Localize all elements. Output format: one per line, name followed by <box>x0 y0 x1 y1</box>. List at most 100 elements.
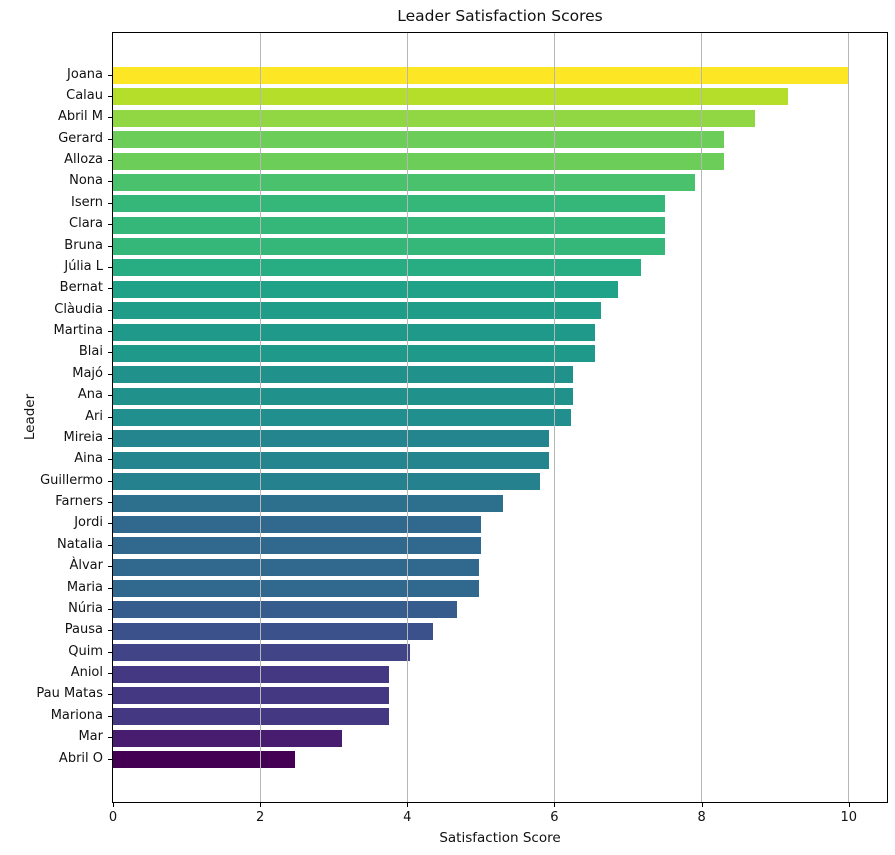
bar-majó <box>113 366 573 384</box>
y-tick-mark-8 <box>108 245 112 247</box>
y-tick-mark-30 <box>108 715 112 717</box>
x-tick-label-2: 2 <box>256 810 265 825</box>
y-tick-label-maria: Maria <box>66 579 103 595</box>
bar-aniol <box>113 665 389 683</box>
bar-bruna <box>113 238 665 255</box>
bar-alloza <box>113 152 725 170</box>
y-tick-label-gerard: Gerard <box>58 130 103 146</box>
bar-pau-matas <box>113 686 389 704</box>
y-tick-label-alloza: Alloza <box>64 152 103 167</box>
y-tick-label-calau: Calau <box>66 87 103 103</box>
x-tick-label-8: 8 <box>697 810 706 825</box>
y-tick-mark-22 <box>108 544 112 546</box>
y-tick-mark-2 <box>108 117 112 119</box>
bar-aina <box>113 451 550 469</box>
y-tick-mark-11 <box>108 309 112 311</box>
y-tick-label-abril-o: Abril O <box>58 750 103 766</box>
y-tick-mark-3 <box>108 138 112 140</box>
y-tick-mark-5 <box>108 181 112 183</box>
y-tick-mark-31 <box>108 737 112 739</box>
y-tick-label-quim: Quim <box>68 643 103 659</box>
y-tick-label-àlvar: Àlvar <box>69 558 103 574</box>
y-tick-mark-9 <box>108 266 112 268</box>
x-tick-label-4: 4 <box>403 810 412 825</box>
bar-isern <box>113 195 665 213</box>
y-tick-label-clàudia: Clàudia <box>54 301 103 317</box>
y-tick-label-pausa: Pausa <box>64 622 103 638</box>
bar-mariona <box>113 708 389 726</box>
y-tick-label-núria: Núria <box>68 600 103 616</box>
y-tick-mark-1 <box>108 95 112 97</box>
y-tick-mark-6 <box>108 202 112 204</box>
y-tick-label-blai: Blai <box>78 344 103 360</box>
y-tick-mark-23 <box>108 566 112 568</box>
bar-clàudia <box>113 302 601 320</box>
x-axis-label: Satisfaction Score <box>439 830 561 846</box>
y-tick-mark-16 <box>108 416 112 418</box>
chart-title: Leader Satisfaction Scores <box>397 7 603 25</box>
bar-gerard <box>113 131 725 149</box>
gridline-x-10 <box>848 33 850 802</box>
y-tick-label-guillermo: Guillermo <box>40 472 103 488</box>
plot-area <box>112 32 888 803</box>
bar-nona <box>113 173 695 191</box>
y-tick-label-bruna: Bruna <box>64 237 103 253</box>
bar-bernat <box>113 280 618 298</box>
x-tick-label-10: 10 <box>840 810 857 825</box>
bar-júlia-l <box>113 259 641 277</box>
y-tick-mark-21 <box>108 523 112 525</box>
y-tick-label-júlia-l: Júlia L <box>64 258 103 274</box>
x-tick-mark-0 <box>113 803 114 807</box>
bar-mar <box>113 729 342 747</box>
bar-farners <box>113 494 503 512</box>
y-tick-label-mar: Mar <box>78 729 103 745</box>
bar-abril-o <box>113 751 295 768</box>
y-tick-mark-27 <box>108 651 112 653</box>
bar-núria <box>113 601 457 619</box>
y-tick-label-ari: Ari <box>85 408 103 424</box>
y-tick-label-natalia: Natalia <box>57 536 103 552</box>
y-tick-label-ana: Ana <box>77 387 103 403</box>
y-tick-mark-0 <box>108 74 112 76</box>
y-tick-label-abril-m: Abril M <box>57 109 103 125</box>
y-tick-mark-7 <box>108 224 112 226</box>
y-tick-mark-14 <box>108 373 112 375</box>
y-tick-mark-28 <box>108 673 112 674</box>
bar-natalia <box>113 537 481 555</box>
y-tick-label-mireia: Mireia <box>63 429 103 445</box>
x-tick-mark-4 <box>407 803 409 807</box>
bar-ana <box>113 387 573 405</box>
bar-maria <box>113 580 480 597</box>
bar-abril-m <box>113 109 756 127</box>
y-tick-label-majó: Majó <box>72 365 103 381</box>
bar-mireia <box>113 430 550 448</box>
bar-quim <box>113 644 411 662</box>
gridline-x-8 <box>701 33 703 802</box>
y-tick-mark-25 <box>108 608 112 610</box>
y-tick-mark-17 <box>108 437 112 439</box>
y-tick-mark-20 <box>108 502 112 503</box>
y-tick-label-pau-matas: Pau Matas <box>36 686 103 702</box>
bar-blai <box>113 344 595 362</box>
bar-pausa <box>113 622 434 640</box>
y-tick-mark-32 <box>108 758 112 760</box>
y-tick-mark-29 <box>108 694 112 696</box>
y-tick-label-aina: Aina <box>74 451 103 467</box>
y-tick-label-aniol: Aniol <box>70 665 103 680</box>
x-tick-label-6: 6 <box>550 810 559 825</box>
y-tick-label-mariona: Mariona <box>50 707 103 723</box>
gridline-x-4 <box>406 33 408 802</box>
bar-martina <box>113 323 595 341</box>
x-tick-mark-2 <box>260 803 262 807</box>
gridline-x-2 <box>259 33 261 802</box>
y-tick-label-clara: Clara <box>69 216 103 232</box>
y-tick-mark-26 <box>108 630 112 632</box>
y-tick-label-martina: Martina <box>53 323 103 338</box>
y-tick-mark-24 <box>108 587 112 589</box>
y-tick-label-jordi: Jordi <box>74 515 103 531</box>
y-tick-label-farners: Farners <box>55 494 103 509</box>
bar-àlvar <box>113 558 480 576</box>
bar-jordi <box>113 515 481 533</box>
y-tick-mark-15 <box>108 395 112 397</box>
